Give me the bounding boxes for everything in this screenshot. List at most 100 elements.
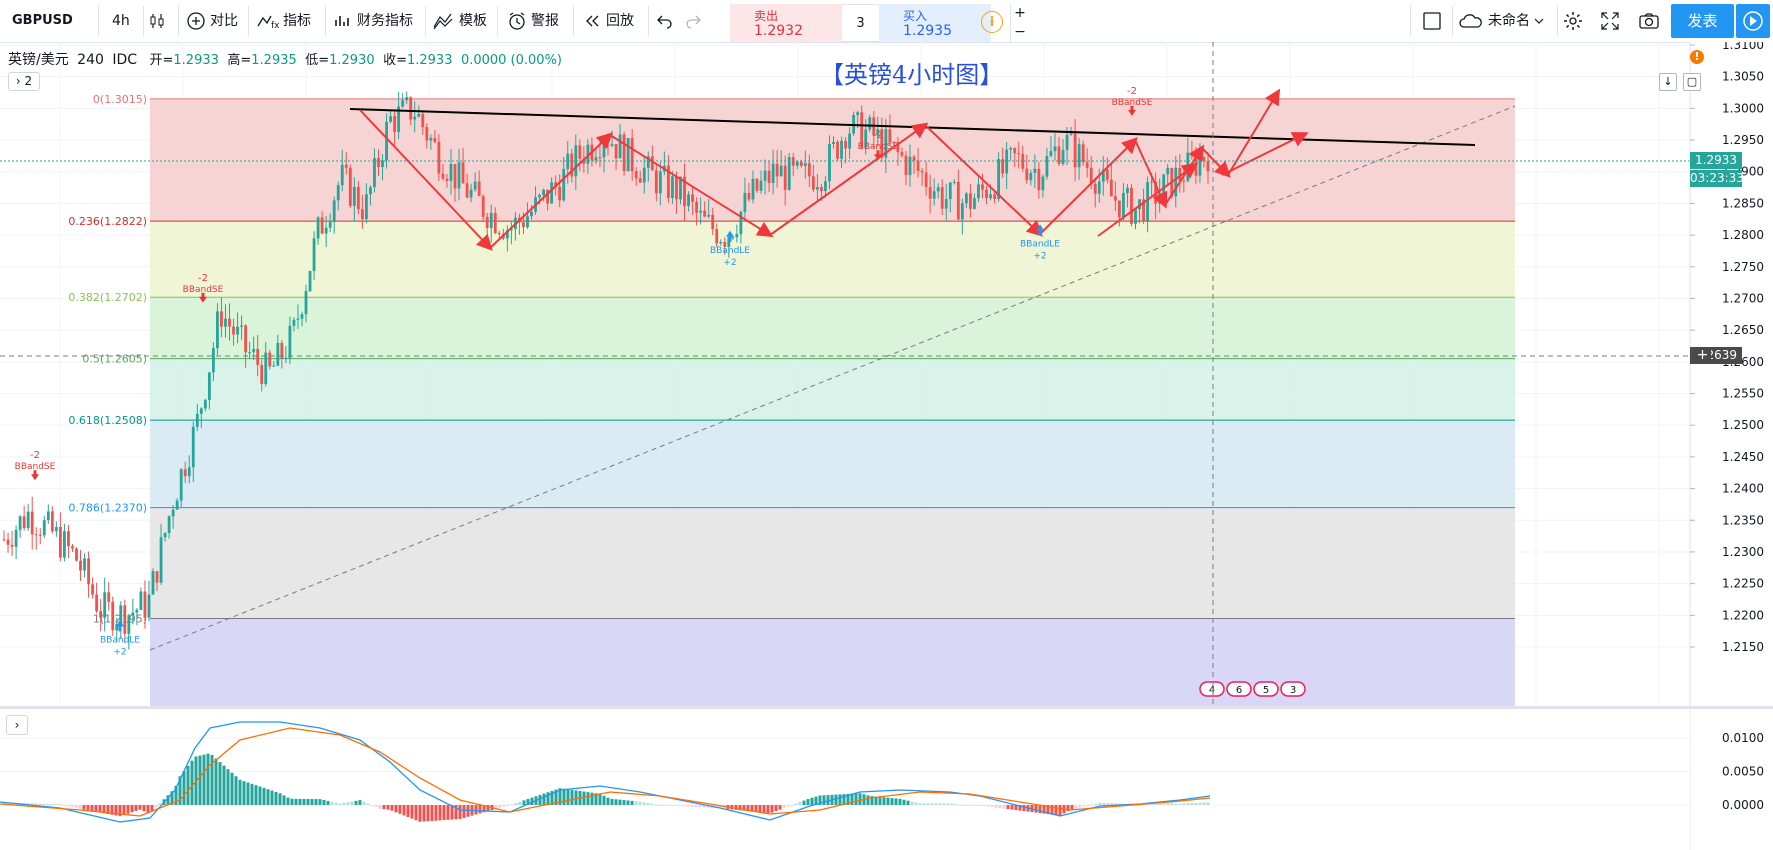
candle-body	[969, 193, 972, 209]
macd-histogram-bar	[634, 801, 638, 805]
events-markers[interactable]: 4 6 5 3	[1199, 681, 1306, 697]
fibonacci-retracement[interactable]: 0(1.3015) 0.236(1.2822) 0.382(1.2702) 0.5(1…	[68, 93, 1515, 706]
candle-body	[232, 326, 235, 335]
candle-body	[493, 212, 497, 234]
macd-histogram-bar	[1106, 803, 1110, 805]
warning-icon[interactable]: !	[1690, 50, 1704, 64]
candle-body	[574, 145, 578, 177]
macd-line	[0, 721, 1211, 823]
toolbar-divider	[425, 6, 426, 36]
candle-body	[429, 137, 433, 141]
candle-body	[675, 176, 678, 200]
candlestick-series	[2, 91, 1210, 650]
buy-button[interactable]: 买入 1.2935	[879, 4, 991, 42]
replay-button[interactable]: 回放	[584, 0, 634, 42]
sell-price: 1.2932	[754, 23, 803, 39]
candle-body	[916, 160, 920, 171]
redo-button[interactable]	[684, 0, 702, 42]
replay-play-button[interactable]	[1736, 4, 1770, 38]
snapshot-button[interactable]	[1638, 0, 1660, 42]
macd-histogram-bar	[322, 800, 326, 805]
macd-histogram-bar	[954, 804, 958, 806]
candle-body	[75, 548, 78, 561]
auto-scale-icon[interactable]: ▢	[1683, 73, 1701, 91]
candle-body	[22, 516, 26, 529]
candle-body	[868, 117, 872, 130]
macd-histogram-bar	[42, 803, 46, 805]
macd-histogram-bar	[198, 755, 202, 805]
symbol-search[interactable]: GBPUSD	[12, 13, 73, 28]
layout-button[interactable]	[1422, 0, 1442, 42]
signal-count: -2	[873, 130, 883, 141]
candle-body	[1130, 187, 1133, 224]
macd-collapse-button[interactable]: ›	[6, 715, 28, 735]
macd-histogram-bar	[766, 805, 770, 814]
macd-histogram-bar	[494, 805, 498, 809]
macd-histogram-bar	[454, 805, 458, 820]
financials-button[interactable]: 财务指标	[333, 0, 413, 42]
candle-body	[892, 141, 896, 143]
macd-histogram-bar	[754, 805, 758, 812]
indicators-collapse-button[interactable]: › 2	[8, 72, 40, 91]
alert-button[interactable]: 警报	[507, 0, 559, 42]
signal-count: -2	[198, 273, 208, 284]
candle-body	[167, 516, 171, 534]
scroll-down-icon[interactable]: ↓	[1659, 73, 1677, 91]
sell-button[interactable]: 卖出 1.2932	[730, 4, 842, 42]
interval-button[interactable]: 4h	[112, 13, 130, 29]
event-badge	[1280, 681, 1306, 697]
candle-body	[864, 129, 868, 148]
top-toolbar: GBPUSD 4h 对比 fx 指标 财务指标 模板 警报 回放 卖出 1.293…	[0, 0, 1773, 43]
macd-histogram-bar	[738, 805, 742, 811]
minus-icon[interactable]: −	[1014, 24, 1026, 40]
pane-separator[interactable]	[0, 706, 1773, 709]
price-chart[interactable]: 0(1.3015) 0.236(1.2822) 0.382(1.2702) 0.5(1…	[0, 42, 1773, 850]
macd-histogram-bar	[1090, 804, 1094, 806]
candle-body	[352, 186, 356, 206]
fullscreen-button[interactable]	[1600, 0, 1620, 42]
macd-histogram-bar	[882, 797, 886, 805]
candle-body	[457, 162, 461, 189]
info-icon[interactable]: i	[981, 11, 1003, 33]
macd-histogram-bar	[598, 793, 602, 805]
macd-histogram-bar	[138, 805, 142, 810]
macd-histogram-bar	[690, 805, 694, 807]
settings-button[interactable]	[1562, 0, 1584, 42]
candle-body	[751, 178, 755, 200]
candle-body	[699, 210, 703, 213]
candle-body	[948, 182, 952, 200]
indicators-button[interactable]: fx 指标	[257, 0, 311, 42]
macd-histogram-bar	[1110, 803, 1114, 805]
alert-label: 警报	[531, 13, 559, 29]
macd-histogram-bar	[554, 789, 558, 805]
macd-histogram-bar	[950, 803, 954, 805]
templates-button[interactable]: 模板	[433, 0, 487, 42]
add-alert-plus-icon[interactable]: +	[1694, 347, 1711, 364]
save-layout-button[interactable]: 未命名	[1458, 0, 1544, 42]
candle-body	[34, 534, 38, 536]
price-tick-label: 1.3000	[1722, 101, 1764, 115]
undo-button[interactable]	[656, 0, 674, 42]
dashed-trend-line[interactable]	[149, 105, 1516, 651]
compare-button[interactable]: 对比	[186, 0, 238, 42]
candle-body	[1117, 200, 1121, 218]
candle-body	[944, 199, 948, 209]
buy-arrow-icon	[728, 236, 732, 242]
candle-body	[308, 271, 312, 292]
candle-body	[1033, 168, 1037, 173]
financials-label: 财务指标	[357, 13, 413, 29]
chart-style-button[interactable]	[148, 0, 170, 42]
macd-histogram-bar	[38, 803, 42, 805]
candle-body	[127, 615, 131, 634]
legend-symbol-name[interactable]: 英镑/美元	[8, 52, 69, 68]
candle-body	[703, 210, 707, 217]
chart-title-annotation[interactable]: 【英镑4小时图】	[820, 61, 1004, 89]
publish-button[interactable]: 发表	[1671, 4, 1734, 38]
candle-body	[465, 183, 469, 198]
sell-arrow-icon	[874, 154, 882, 161]
candle-body	[187, 467, 191, 477]
price-tick-label: 1.2300	[1722, 545, 1764, 559]
quantity-stepper[interactable]: + −	[1010, 4, 1029, 42]
toolbar-divider	[248, 6, 249, 36]
plus-icon[interactable]: +	[1014, 5, 1026, 21]
